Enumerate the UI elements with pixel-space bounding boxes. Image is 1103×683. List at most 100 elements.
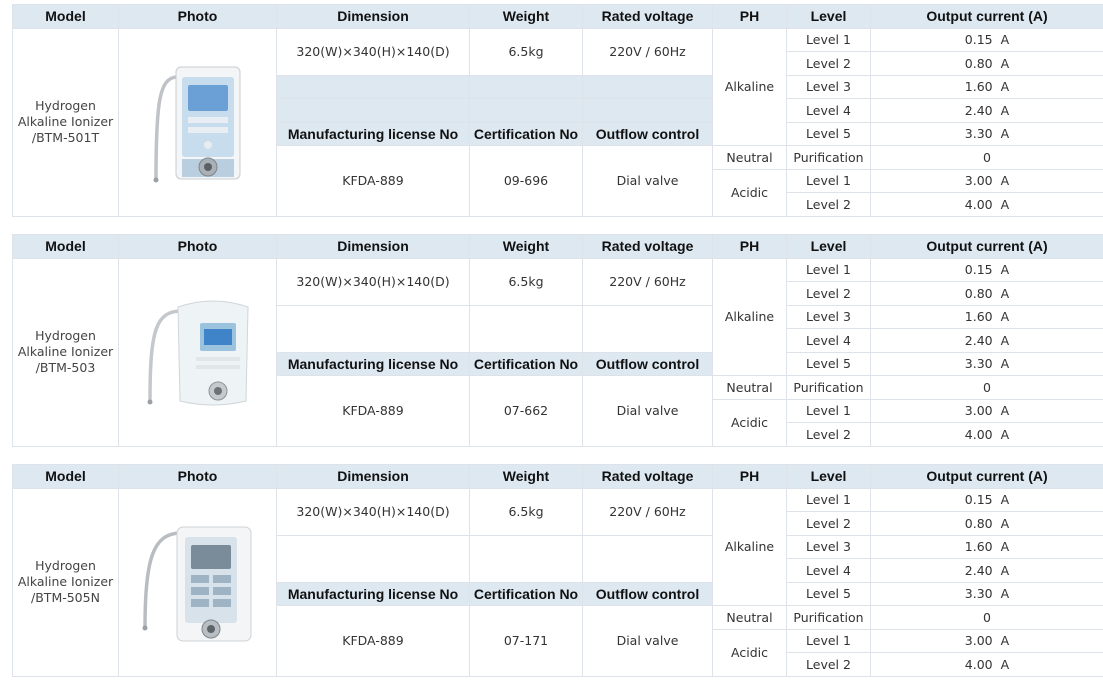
ph-acidic: Acidic: [712, 398, 787, 447]
level-purification: Purification: [786, 375, 871, 400]
water-ionizer-icon: [120, 59, 276, 185]
header-outflow: Outflow control: [582, 581, 713, 606]
weight-value: 6.5kg: [469, 257, 583, 306]
current-unit: A: [1000, 539, 1010, 555]
output-current-cell: 0.80 A: [870, 51, 1103, 76]
rated-voltage-value: 220V / 60Hz: [582, 27, 713, 76]
output-current-cell: 4.00 A: [870, 652, 1103, 677]
outflow-value: Dial valve: [582, 145, 713, 217]
blank-cell: [582, 304, 713, 353]
output-current-cell: 2.40 A: [870, 328, 1103, 353]
table-row: Manufacturing license No Certification No…: [13, 121, 1103, 146]
rated-voltage-value: 220V / 60Hz: [582, 257, 713, 306]
output-current-cell: 3.00 A: [870, 628, 1103, 653]
current-value: 4.00: [964, 656, 993, 672]
table-row: KFDA-889 09-696 Dial valve Neutral Purificat…: [13, 145, 1103, 217]
ph-alkaline: Alkaline: [712, 257, 787, 376]
current-value: 2.40: [964, 332, 993, 348]
output-current-cell: 1.60 A: [870, 534, 1103, 559]
output-current-cell: 4.00 A: [870, 192, 1103, 217]
current-unit: A: [1000, 79, 1010, 95]
neutral-current: 0: [870, 375, 1103, 400]
model-line: Alkaline Ionizer: [17, 114, 114, 129]
current-unit: A: [1000, 102, 1010, 118]
blank-cell: [276, 98, 470, 123]
neutral-current: 0: [870, 605, 1103, 630]
output-current-cell: 3.00 A: [870, 398, 1103, 423]
level-label: Level 1: [786, 168, 871, 193]
table-row: Acidic Level 1 3.00 A: [13, 168, 1103, 217]
current-value: 3.30: [964, 126, 993, 142]
level-label: Level 3: [786, 534, 871, 559]
level-label: Level 4: [786, 558, 871, 583]
header-model: Model: [12, 234, 119, 259]
current-value: 2.40: [964, 562, 993, 578]
header-photo: Photo: [118, 4, 277, 29]
model-line: Hydrogen: [35, 558, 96, 573]
blank-cell: [469, 74, 583, 99]
header-license: Manufacturing license No: [276, 351, 470, 376]
current-unit: A: [1000, 403, 1010, 419]
current-value: 0.80: [964, 285, 993, 301]
dimension-value: 320(W)×340(H)×140(D): [276, 257, 470, 306]
current-value: 3.30: [964, 586, 993, 602]
table-row: Hydrogen Alkaline Ionizer/BTM-505N 320(W)…: [12, 487, 1103, 677]
header-level: Level: [786, 464, 871, 489]
header-level: Level: [786, 234, 871, 259]
level-label: Level 2: [786, 511, 871, 536]
current-value: 0.80: [964, 515, 993, 531]
table-row: Level 2 0.80 A: [13, 511, 1103, 536]
current-value: 4.00: [964, 426, 993, 442]
output-current-cell: 2.40 A: [870, 98, 1103, 123]
level-label: Level 1: [786, 257, 871, 282]
output-current-cell: 3.30 A: [870, 351, 1103, 376]
level-label: Level 2: [786, 652, 871, 677]
level-label: Level 3: [786, 74, 871, 99]
blank-cell: [469, 98, 583, 123]
table-row: KFDA-889 07-662 Dial valve Neutral Purificat…: [13, 375, 1103, 447]
current-value: 0.15: [964, 492, 993, 508]
ph-acidic: Acidic: [712, 168, 787, 217]
water-ionizer-icon: [120, 519, 276, 645]
current-unit: A: [1000, 55, 1010, 71]
level-label: Level 1: [786, 27, 871, 52]
current-value: 0.15: [964, 32, 993, 48]
output-current-cell: 3.30 A: [870, 121, 1103, 146]
blank-cell: [582, 74, 713, 99]
ph-neutral: Neutral: [712, 375, 787, 400]
model-line: /BTM-503: [35, 360, 96, 375]
header-certification: Certification No: [469, 581, 583, 606]
level-label: Level 4: [786, 98, 871, 123]
current-unit: A: [1000, 173, 1010, 189]
blank-cell: [276, 534, 470, 583]
current-unit: A: [1000, 633, 1010, 649]
header-ph: PH: [712, 464, 787, 489]
level-label: Level 2: [786, 422, 871, 447]
header-dimension: Dimension: [276, 4, 470, 29]
header-outflow: Outflow control: [582, 121, 713, 146]
outflow-value: Dial valve: [582, 375, 713, 447]
header-output-current: Output current (A): [870, 234, 1103, 259]
header-row: Model Photo Dimension Weight Rated voltage PH…: [12, 4, 1103, 29]
blank-cell: [582, 98, 713, 123]
blank-cell: [469, 304, 583, 353]
current-value: 0.80: [964, 55, 993, 71]
current-unit: A: [1000, 332, 1010, 348]
model-name: Hydrogen Alkaline Ionizer/BTM-503: [12, 257, 119, 447]
current-unit: A: [1000, 32, 1010, 48]
weight-value: 6.5kg: [469, 487, 583, 536]
current-unit: A: [1000, 126, 1010, 142]
table-row: KFDA-889 07-171 Dial valve Neutral Purificat…: [13, 605, 1103, 677]
table-row: Level 2 0.80 A: [13, 281, 1103, 306]
header-model: Model: [12, 464, 119, 489]
level-label: Level 5: [786, 351, 871, 376]
header-photo: Photo: [118, 464, 277, 489]
license-value: KFDA-889: [276, 605, 470, 677]
table-row: Level 3 1.60 A: [13, 74, 1103, 99]
water-ionizer-icon: [120, 289, 276, 415]
level-label: Level 2: [786, 192, 871, 217]
output-current-cell: 3.30 A: [870, 581, 1103, 606]
level-label: Level 5: [786, 581, 871, 606]
model-line: Hydrogen: [35, 98, 96, 113]
header-row: Model Photo Dimension Weight Rated voltage PH…: [12, 234, 1103, 259]
